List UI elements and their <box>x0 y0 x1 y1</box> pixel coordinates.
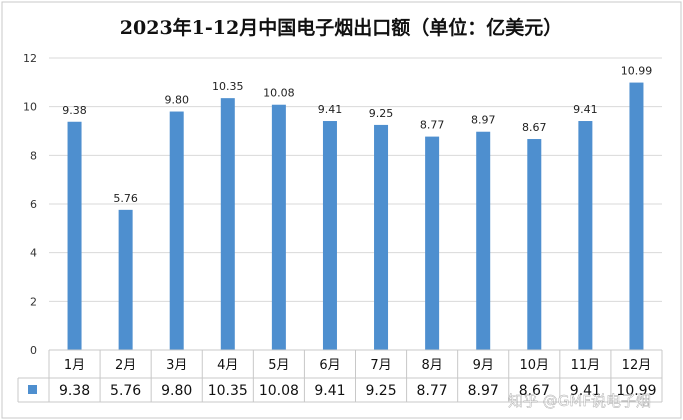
legend-key <box>28 385 37 394</box>
table-value: 8.77 <box>417 383 448 399</box>
x-tick-label: 5月 <box>268 358 289 373</box>
bar <box>322 121 337 350</box>
x-tick-label: 10月 <box>520 358 550 373</box>
table-value: 9.41 <box>314 383 345 399</box>
data-label: 9.41 <box>573 103 598 116</box>
y-tick-label: 4 <box>30 247 37 260</box>
bar <box>629 82 644 351</box>
data-label: 9.41 <box>318 103 343 116</box>
x-tick-label: 1月 <box>64 358 85 373</box>
data-table: 1月 9.38 2月 5.76 3月 9.80 4月 10.35 5月 10.08 6月 9.41 7月… <box>17 349 663 403</box>
table-value: 9.25 <box>365 383 396 399</box>
bar <box>169 111 184 351</box>
x-tick-label: 9月 <box>473 358 494 373</box>
table-value: 10.99 <box>616 383 656 399</box>
data-label: 10.35 <box>212 80 244 93</box>
table-value: 8.97 <box>468 383 499 399</box>
bar <box>67 121 82 351</box>
x-tick-label: 6月 <box>319 358 340 373</box>
y-tick-label: 6 <box>30 198 37 211</box>
bar <box>374 124 389 351</box>
table-value: 9.41 <box>570 383 601 399</box>
table-value: 5.76 <box>110 383 141 399</box>
y-tick-label: 12 <box>23 52 37 65</box>
data-label: 9.25 <box>369 107 394 120</box>
bar <box>578 121 593 350</box>
table-value: 8.67 <box>519 383 550 399</box>
data-label: 8.77 <box>420 119 445 132</box>
data-label: 10.08 <box>263 87 295 100</box>
data-label: 8.67 <box>522 121 547 134</box>
data-labels: 9.38 5.76 9.80 10.35 10.08 9.41 9.25 8.77 8.97 8.… <box>62 65 652 205</box>
watermark: 知乎 @GMF说电子烟 <box>508 392 651 410</box>
x-tick-label: 11月 <box>571 358 601 373</box>
bar <box>220 98 235 351</box>
chart-title: 2023年1-12月中国电子烟出口额（单位：亿美元） <box>120 16 562 39</box>
table-value: 9.80 <box>161 383 192 399</box>
x-tick-label: 7月 <box>370 358 391 373</box>
data-label: 9.38 <box>62 104 87 117</box>
y-tick-label: 2 <box>30 295 37 308</box>
table-value: 10.35 <box>208 383 248 399</box>
x-tick-label: 8月 <box>421 358 442 373</box>
table-value: 10.08 <box>259 383 299 399</box>
x-tick-label: 12月 <box>622 358 652 373</box>
y-tick-label: 8 <box>30 149 37 162</box>
y-axis-ticks: 0 2 4 6 8 10 12 <box>23 52 37 357</box>
bars <box>67 82 644 351</box>
bar <box>271 104 286 350</box>
bar <box>425 136 440 350</box>
bar <box>476 131 491 350</box>
y-tick-label: 0 <box>30 344 37 357</box>
y-tick-label: 10 <box>23 101 37 114</box>
x-tick-label: 4月 <box>217 358 238 373</box>
data-label: 9.80 <box>164 94 189 107</box>
x-tick-label: 3月 <box>166 358 187 373</box>
bar <box>527 139 542 350</box>
bar <box>118 209 133 350</box>
data-label: 8.97 <box>471 114 496 127</box>
table-value: 9.38 <box>59 383 90 399</box>
x-tick-label: 2月 <box>115 358 136 373</box>
data-label: 10.99 <box>621 65 653 78</box>
data-label: 5.76 <box>113 192 138 205</box>
